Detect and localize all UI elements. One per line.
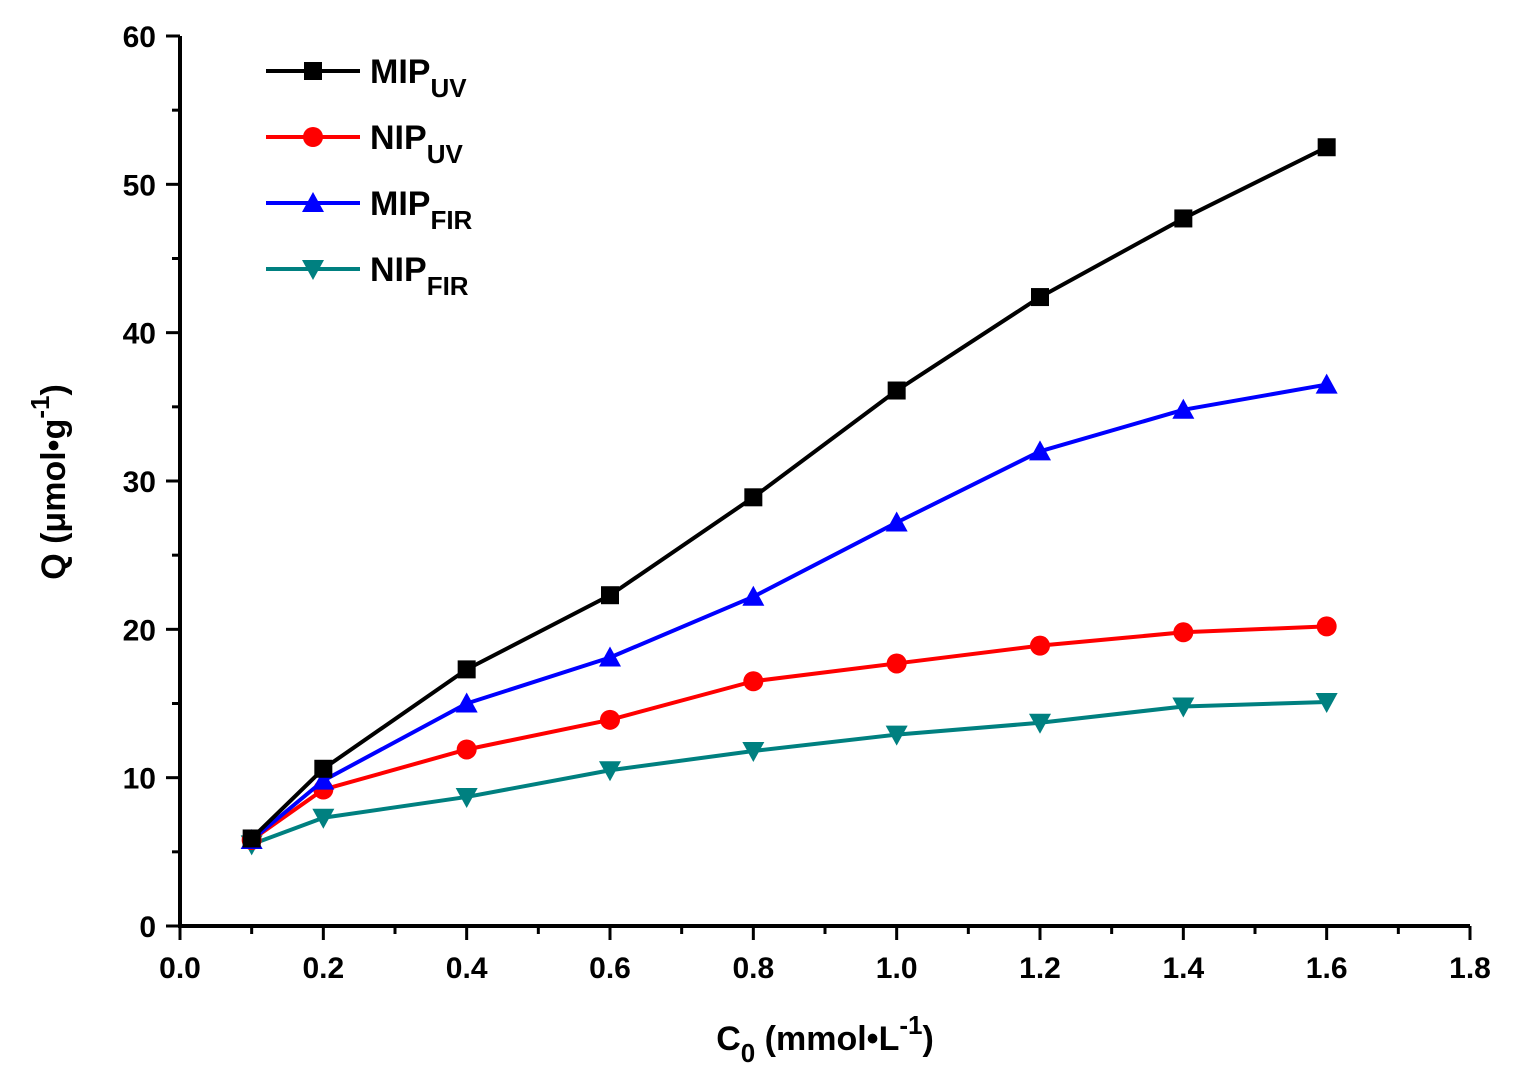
x-axis-title: C0 (mmol•L-1) xyxy=(716,1010,934,1068)
data-point xyxy=(1315,373,1338,394)
x-axis-title-main: C xyxy=(716,1020,741,1058)
data-point xyxy=(601,586,619,605)
data-point xyxy=(1174,209,1193,228)
data-point xyxy=(743,671,764,692)
legend-label: MIPFIR xyxy=(370,185,473,235)
x-tick-label: 1.0 xyxy=(876,952,918,985)
data-point xyxy=(1172,398,1195,419)
series-line xyxy=(250,700,1327,847)
series-mip-uv xyxy=(242,138,1336,848)
y-tick-label: 20 xyxy=(123,614,156,647)
y-axis-title-main: Q (μmol•g xyxy=(35,419,73,580)
data-point xyxy=(886,653,907,674)
series-line xyxy=(250,382,1328,842)
legend-label-main: NIP xyxy=(370,251,427,289)
data-point xyxy=(600,709,620,730)
y-axis-title-sup: -1 xyxy=(25,396,55,419)
legend-marker xyxy=(302,192,324,212)
legend-label-subscript: FIR xyxy=(430,205,472,235)
x-axis-title-close: ) xyxy=(922,1020,933,1058)
data-point xyxy=(455,787,478,808)
data-point xyxy=(1316,616,1337,637)
data-point xyxy=(1315,693,1338,714)
legend-label-subscript: UV xyxy=(427,139,464,169)
legend-label-main: MIP xyxy=(370,185,430,223)
x-tick-label: 0.2 xyxy=(302,952,344,985)
data-point xyxy=(742,585,765,606)
data-point xyxy=(599,761,621,782)
x-tick-label: 0.6 xyxy=(589,952,631,985)
x-axis-title-sub: 0 xyxy=(741,1038,755,1068)
y-axis-title: Q (μmol•g-1) xyxy=(25,384,73,580)
legend-label: NIPUV xyxy=(370,119,463,169)
data-point xyxy=(1030,635,1050,656)
legend-label-main: NIP xyxy=(370,119,427,157)
x-axis-title-sup: -1 xyxy=(899,1010,922,1040)
y-tick-label: 0 xyxy=(139,911,156,944)
x-tick-label: 1.8 xyxy=(1449,952,1491,985)
series-nip-uv xyxy=(241,616,1337,850)
legend-label: MIPUV xyxy=(370,53,467,103)
data-point xyxy=(312,808,335,829)
data-point xyxy=(314,759,333,778)
data-point xyxy=(1031,288,1049,307)
data-point xyxy=(887,381,906,400)
legend-entry-nip-fir: NIPFIR xyxy=(266,251,469,301)
data-point xyxy=(1172,697,1195,718)
legend-label: NIPFIR xyxy=(370,251,469,301)
data-point xyxy=(242,829,261,848)
series-mip-fir xyxy=(240,373,1338,849)
data-point xyxy=(885,725,908,746)
data-point xyxy=(1173,622,1194,643)
data-point xyxy=(744,488,763,507)
y-tick-label: 50 xyxy=(123,169,156,202)
legend-marker xyxy=(303,127,323,147)
x-axis-title-unit: (mmol•L xyxy=(755,1020,899,1058)
y-tick-label: 40 xyxy=(123,318,156,351)
data-point xyxy=(456,739,477,760)
y-axis-title-close: ) xyxy=(35,384,73,395)
data-point xyxy=(742,741,765,762)
data-point xyxy=(457,660,476,679)
data-point xyxy=(312,769,335,790)
x-tick-label: 0.0 xyxy=(159,952,201,985)
x-tick-label: 1.4 xyxy=(1162,952,1204,985)
axis-titles: C0 (mmol•L-1)Q (μmol•g-1) xyxy=(25,384,934,1068)
data-point xyxy=(599,646,621,667)
y-tick-label: 30 xyxy=(123,466,156,499)
x-tick-label: 1.6 xyxy=(1306,952,1348,985)
y-tick-label: 60 xyxy=(123,21,156,54)
series-layer xyxy=(240,138,1338,856)
data-point xyxy=(1029,440,1051,461)
legend-label-subscript: FIR xyxy=(427,271,469,301)
legend-marker xyxy=(302,260,324,280)
legend-entry-mip-fir: MIPFIR xyxy=(266,185,473,235)
data-point xyxy=(455,692,478,713)
legend-label-subscript: UV xyxy=(430,73,467,103)
data-point xyxy=(1317,138,1336,157)
y-tick-label: 10 xyxy=(123,763,156,796)
legend-marker xyxy=(304,62,322,80)
x-tick-label: 0.4 xyxy=(446,952,488,985)
series-nip-fir xyxy=(240,693,1338,856)
x-tick-label: 0.8 xyxy=(732,952,774,985)
data-point xyxy=(885,511,908,532)
x-tick-label: 1.2 xyxy=(1019,952,1061,985)
axes: 0.0 0.2 0.4 0.6 0.8 1.0 1.2 1.4 1.6 1.8 0 10 20 30 40 5… xyxy=(123,21,1491,985)
legend-entry-nip-uv: NIPUV xyxy=(266,119,463,169)
data-point xyxy=(1029,713,1051,734)
legend-entry-mip-uv: MIPUV xyxy=(266,53,467,103)
legend-label-main: MIP xyxy=(370,53,430,91)
